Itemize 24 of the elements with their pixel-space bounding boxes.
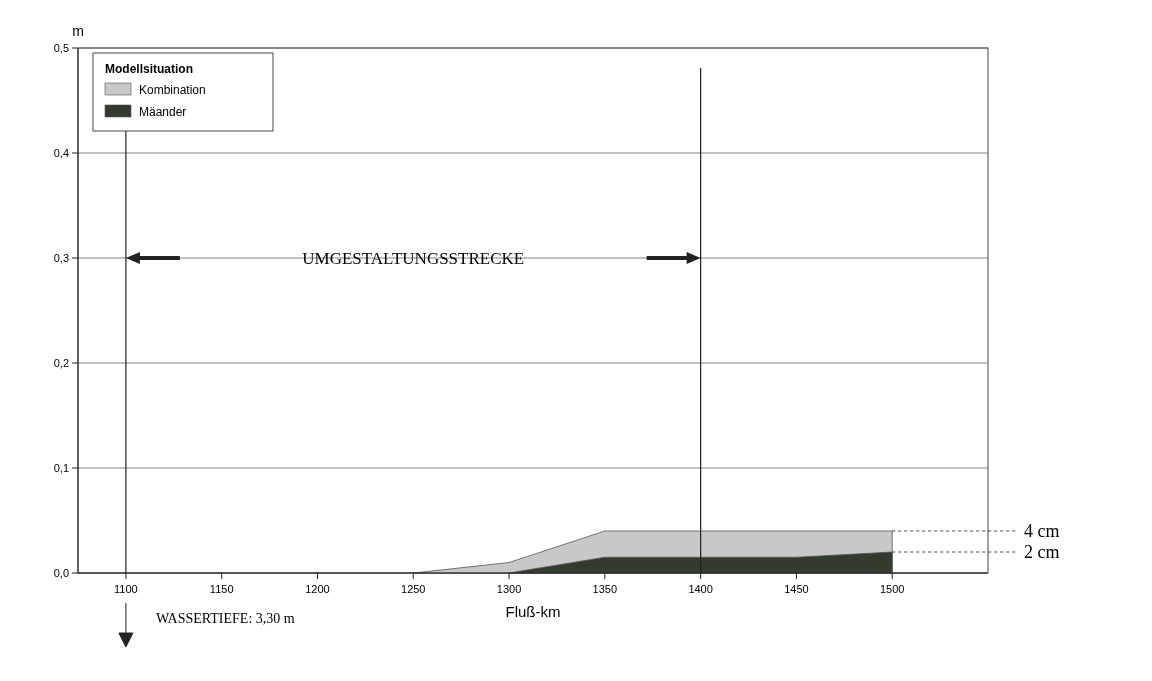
x-tick-label: 1450 — [784, 583, 809, 595]
x-tick-label: 1200 — [305, 583, 330, 595]
x-tick-label: 1100 — [114, 583, 138, 595]
legend-title: Modellsituation — [105, 62, 193, 76]
x-tick-label: 1250 — [401, 583, 426, 595]
annotation: 4 cm — [1024, 521, 1060, 541]
x-tick-label: 1150 — [209, 583, 234, 595]
y-tick-label: 0,5 — [53, 42, 69, 54]
text: WASSERTIEFE: 3,30 m — [155, 611, 295, 626]
annotation: 2 cm — [1024, 542, 1060, 562]
y-tick-label: 0,0 — [53, 567, 69, 579]
annotation: UMGESTALTUNGSSTRECKE — [302, 249, 525, 268]
y-axis-title: m — [72, 23, 84, 39]
y-tick-label: 0,3 — [53, 252, 69, 264]
y-tick-label: 0,4 — [53, 147, 69, 159]
y-tick-label: 0,1 — [53, 462, 69, 474]
x-axis-title: Fluß-km — [505, 603, 561, 620]
x-tick-label: 1350 — [592, 583, 618, 595]
x-tick-label: 1500 — [879, 583, 905, 595]
legend-label: Mäander — [139, 105, 187, 119]
legend-label: Kombination — [139, 83, 206, 97]
x-tick-label: 1300 — [496, 583, 522, 595]
x-tick-label: 1400 — [688, 583, 713, 595]
y-tick-label: 0,2 — [53, 357, 69, 369]
